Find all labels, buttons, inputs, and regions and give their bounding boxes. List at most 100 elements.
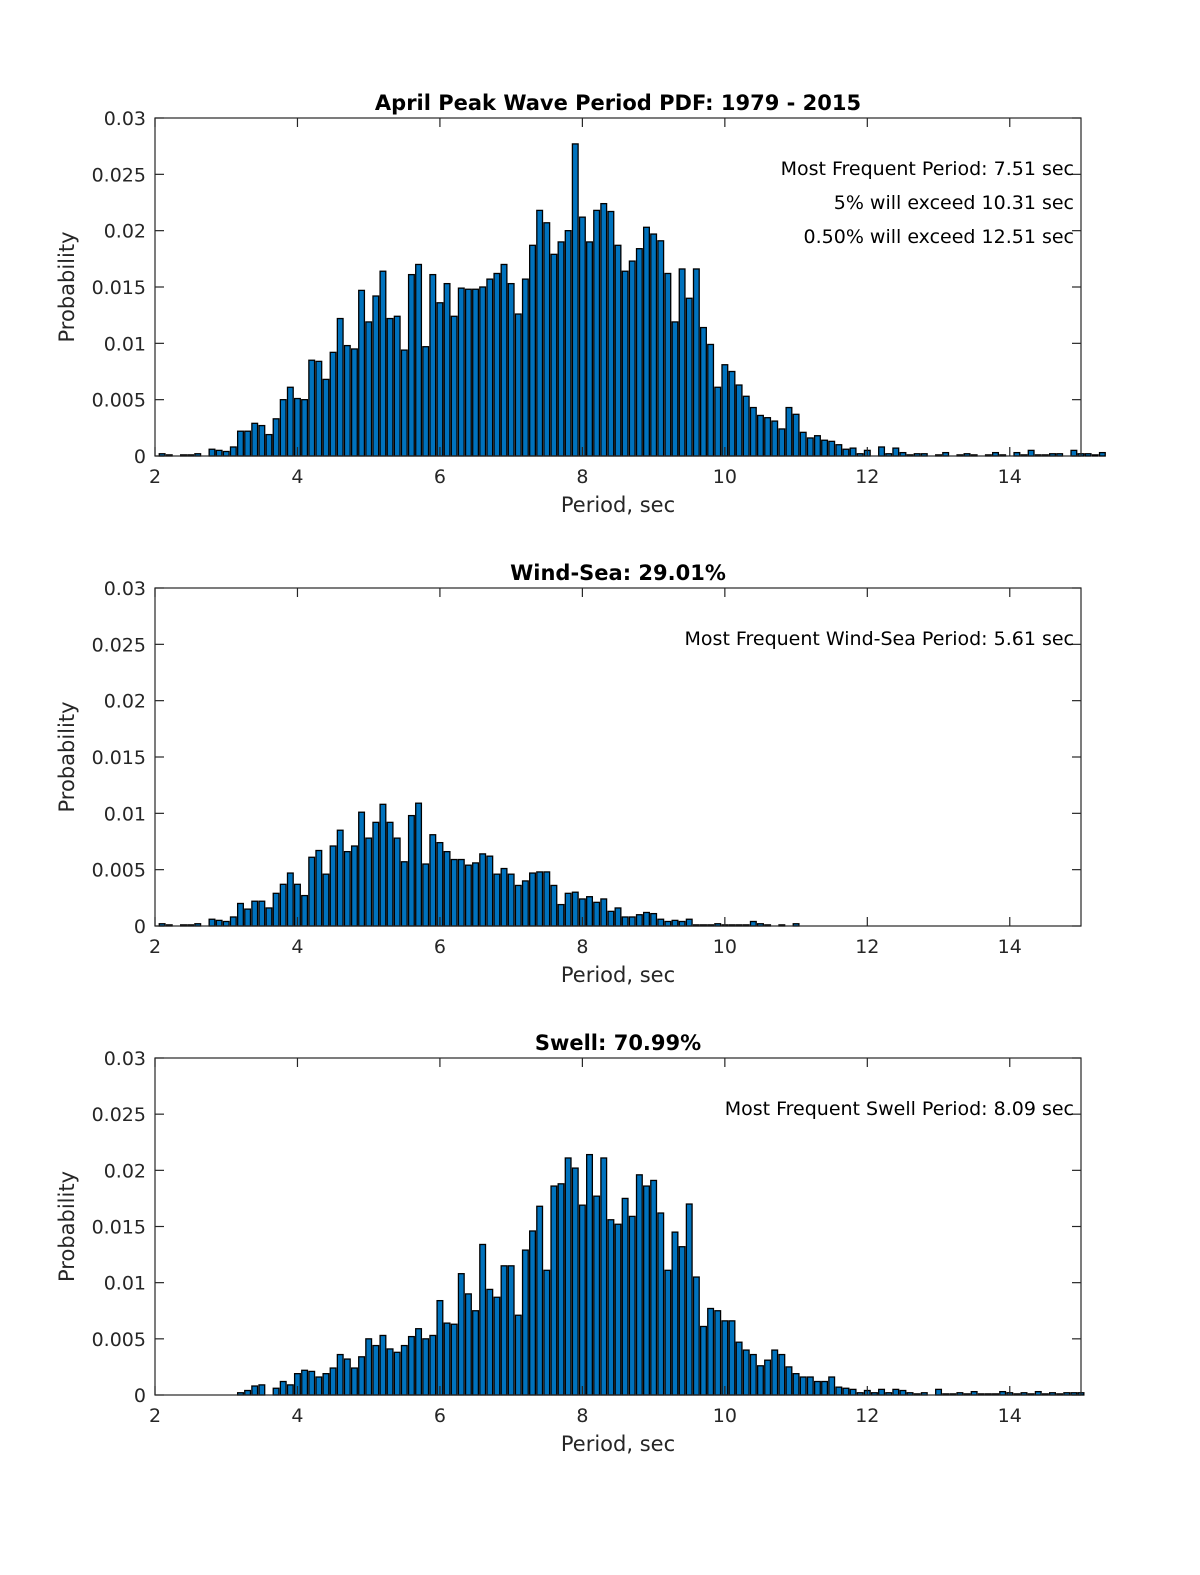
bar bbox=[272, 418, 280, 457]
x-tick-label: 10 bbox=[713, 1405, 737, 1427]
bar bbox=[479, 1243, 487, 1396]
y-tick-label: 0 bbox=[134, 446, 146, 468]
x-tick-label: 8 bbox=[576, 936, 588, 958]
bar bbox=[714, 386, 722, 457]
bar bbox=[621, 270, 629, 457]
y-tick-label: 0.015 bbox=[92, 747, 146, 769]
bar bbox=[550, 884, 558, 927]
bar bbox=[336, 317, 344, 457]
bar bbox=[450, 858, 458, 927]
y-tick-label: 0.025 bbox=[92, 1104, 146, 1126]
bar bbox=[436, 1299, 444, 1396]
bar bbox=[571, 1167, 579, 1396]
bar bbox=[878, 1388, 886, 1396]
bar bbox=[756, 414, 764, 457]
y-axis-label: Probability bbox=[55, 231, 79, 342]
bar bbox=[935, 1388, 943, 1396]
bar bbox=[329, 1367, 337, 1396]
bar bbox=[571, 891, 579, 927]
bar bbox=[258, 900, 266, 927]
bar bbox=[835, 1386, 843, 1396]
bar bbox=[429, 834, 437, 927]
x-tick-label: 12 bbox=[855, 1405, 879, 1427]
bar bbox=[742, 395, 750, 457]
bar bbox=[521, 1249, 529, 1396]
bar bbox=[557, 903, 565, 927]
bar bbox=[457, 287, 465, 457]
bar bbox=[350, 1367, 358, 1396]
bar bbox=[543, 222, 551, 457]
bar bbox=[614, 244, 622, 457]
bar bbox=[229, 916, 237, 927]
y-tick-label: 0.02 bbox=[104, 691, 146, 713]
y-tick-label: 0.015 bbox=[92, 1217, 146, 1239]
bar bbox=[393, 837, 401, 927]
bar bbox=[372, 295, 380, 457]
y-tick-label: 0.03 bbox=[104, 1048, 146, 1070]
bar bbox=[215, 449, 223, 457]
bar bbox=[236, 430, 244, 457]
y-tick-label: 0.03 bbox=[104, 108, 146, 130]
bar bbox=[315, 360, 323, 457]
bar bbox=[379, 803, 387, 927]
bar bbox=[564, 892, 572, 927]
bar bbox=[806, 437, 814, 457]
bar bbox=[756, 1365, 764, 1396]
bar bbox=[400, 861, 408, 927]
bar bbox=[657, 918, 665, 927]
bar bbox=[557, 1183, 565, 1396]
bar bbox=[735, 1341, 743, 1396]
y-tick-label: 0.005 bbox=[92, 1329, 146, 1351]
y-tick-label: 0.01 bbox=[104, 333, 146, 355]
bar bbox=[514, 313, 522, 457]
bar bbox=[379, 270, 387, 457]
y-tick-label: 0 bbox=[134, 916, 146, 938]
annotation-text: Most Frequent Wind-Sea Period: 5.61 sec bbox=[685, 628, 1074, 650]
y-tick-label: 0 bbox=[134, 1385, 146, 1407]
bar bbox=[529, 1230, 537, 1396]
bar bbox=[507, 282, 515, 457]
bar bbox=[279, 399, 287, 457]
bar bbox=[236, 902, 244, 927]
bar bbox=[550, 1185, 558, 1396]
bar bbox=[393, 315, 401, 457]
bar bbox=[764, 1359, 772, 1396]
bar bbox=[244, 908, 252, 927]
bar bbox=[628, 916, 636, 927]
bar bbox=[842, 448, 850, 457]
bar bbox=[358, 1356, 366, 1396]
bar bbox=[343, 850, 351, 927]
bar bbox=[400, 349, 408, 457]
x-tick-label: 12 bbox=[855, 466, 879, 488]
bar bbox=[642, 1185, 650, 1396]
bar bbox=[479, 286, 487, 457]
y-tick-label: 0.005 bbox=[92, 390, 146, 412]
bar bbox=[657, 1212, 665, 1396]
bar bbox=[472, 1310, 480, 1396]
bar bbox=[315, 849, 323, 927]
bar bbox=[329, 845, 337, 927]
bar bbox=[635, 248, 643, 457]
bar bbox=[272, 1387, 280, 1396]
bar bbox=[400, 1344, 408, 1396]
bar bbox=[350, 348, 358, 457]
y-axis-label: Probability bbox=[55, 701, 79, 812]
bar bbox=[785, 1366, 793, 1396]
bar bbox=[386, 821, 394, 927]
bar bbox=[415, 1328, 423, 1396]
bar bbox=[813, 1380, 821, 1396]
bar bbox=[479, 853, 487, 927]
annotation-text: 5% will exceed 10.31 sec bbox=[834, 192, 1074, 214]
bar bbox=[265, 433, 273, 457]
bar bbox=[557, 241, 565, 457]
y-axis-label: Probability bbox=[55, 1171, 79, 1282]
bar bbox=[835, 444, 843, 457]
bar bbox=[386, 317, 394, 457]
bar bbox=[664, 920, 672, 927]
bar bbox=[749, 406, 757, 457]
bar bbox=[692, 268, 700, 457]
bar bbox=[358, 811, 366, 927]
bar bbox=[286, 1384, 294, 1396]
bar bbox=[443, 282, 451, 457]
